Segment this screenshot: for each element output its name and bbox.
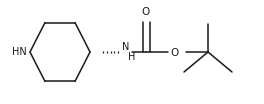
Text: O: O <box>142 7 150 17</box>
Text: N: N <box>122 42 129 52</box>
Text: HN: HN <box>12 47 27 57</box>
Text: H: H <box>128 52 135 62</box>
Text: O: O <box>170 48 178 58</box>
